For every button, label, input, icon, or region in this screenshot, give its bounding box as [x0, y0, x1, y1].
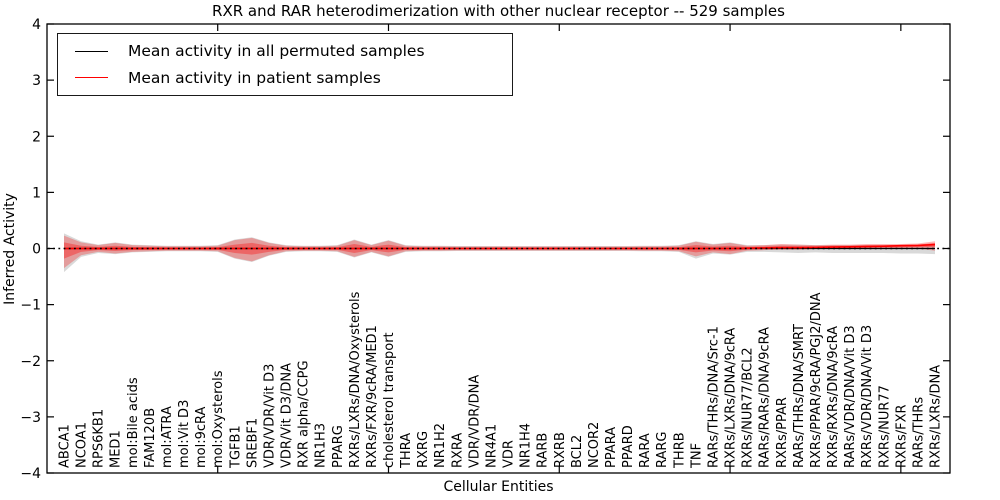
y-tick-label: 2: [32, 129, 41, 145]
y-tick-label: 3: [32, 73, 41, 89]
x-category-label: VDR: [502, 440, 517, 468]
x-category-label: NCOA1: [75, 422, 90, 468]
x-category-label: RARs/THRs: [911, 397, 926, 468]
x-category-label: NR1H3: [314, 423, 329, 468]
x-category-label: MED1: [109, 430, 124, 468]
x-category-label: NR1H2: [433, 423, 448, 468]
y-axis-title: Inferred Activity: [2, 193, 18, 305]
x-category-label: mol:Bile acids: [126, 377, 141, 468]
x-category-label: NCOR2: [587, 422, 602, 468]
x-category-label: NR4A1: [484, 424, 499, 468]
x-category-label: ABCA1: [58, 424, 73, 468]
x-category-label: THRB: [672, 432, 687, 469]
x-category-label: RXR alpha/CCPG: [297, 360, 312, 468]
x-category-label: PPARA: [604, 427, 619, 468]
x-category-label: TGFB1: [228, 425, 243, 469]
y-tick-label: 1: [32, 185, 41, 201]
y-tick-label: −2: [20, 354, 41, 370]
x-category-label: RXRs/PPAR/9cRA/PGJ2/DNA: [809, 292, 824, 468]
x-category-label: RARs/RARs/DNA/9cRA: [758, 327, 773, 468]
permuted-samples-range-band: [64, 233, 935, 273]
legend-entry-permuted: Mean activity in all permuted samples: [58, 42, 512, 60]
black-line-swatch: [75, 50, 108, 52]
x-category-label: RARs/VDR/DNA/Vit D3: [843, 325, 858, 468]
legend-label: Mean activity in all permuted samples: [128, 42, 425, 61]
legend-entry-patient: Mean activity in patient samples: [58, 69, 512, 87]
x-category-label: RXRs/NUR77: [877, 385, 892, 468]
x-category-label: TNF: [689, 443, 704, 469]
x-category-label: RXRs/FXR: [894, 404, 909, 468]
x-category-label: RXRs/LXRs/DNA/Oxysterols: [348, 291, 363, 468]
y-tick-label: −4: [20, 466, 41, 482]
x-category-label: RPS6KB1: [92, 409, 107, 468]
x-category-label: RXRs/LXRs/DNA/9cRA: [724, 328, 739, 468]
x-category-label: RXRs/PPAR: [775, 397, 790, 468]
legend-box: Mean activity in all permuted samples Me…: [57, 33, 513, 96]
y-tick-label: −1: [20, 298, 41, 314]
legend-label: Mean activity in patient samples: [128, 68, 381, 87]
patient-samples-range-inner-band: [64, 242, 935, 259]
x-category-label: mol:Vit D3: [177, 400, 192, 468]
x-category-label: RARs/THRs/DNA/SMRT: [792, 324, 807, 468]
x-category-label: THRA: [399, 433, 414, 469]
x-category-label: RXRA: [450, 433, 465, 468]
x-category-label: VDR/VDR/Vit D3: [262, 364, 277, 468]
x-category-label: VDR/Vit D3/DNA: [280, 363, 295, 468]
y-tick-label: 0: [32, 242, 41, 258]
x-category-label: PPARD: [621, 425, 636, 468]
x-category-label: mol:ATRA: [160, 406, 175, 468]
x-category-label: mol:Oxysterols: [211, 370, 226, 468]
chart-title: RXR and RAR heterodimerization with othe…: [212, 2, 785, 20]
patient-samples-range-outer-band: [64, 235, 935, 269]
y-tick-label: −3: [20, 410, 41, 426]
x-category-label: RARA: [638, 433, 653, 468]
x-category-label: PPARG: [331, 425, 346, 468]
x-category-label: RXRB: [553, 432, 568, 468]
x-axis-title: Cellular Entities: [443, 479, 554, 495]
x-category-label: cholesterol transport: [382, 332, 397, 468]
x-category-label: RARs/THRs/DNA/Src-1: [706, 326, 721, 468]
x-category-label: mol:9cRA: [194, 406, 209, 468]
x-category-label: RXRs/RXRs/DNA/9cRA: [826, 326, 841, 468]
x-category-label: RXRs/LXRs/DNA: [929, 365, 944, 468]
x-category-label: VDR/VDR/DNA: [467, 375, 482, 468]
x-category-label: BCL2: [570, 435, 585, 468]
x-category-label: RARG: [655, 431, 670, 468]
x-category-label: NR1H4: [519, 423, 534, 468]
y-tick-label: 4: [32, 17, 41, 33]
x-category-label: FAM120B: [143, 408, 158, 468]
x-category-label: RARB: [536, 433, 551, 468]
red-line-swatch: [75, 77, 108, 79]
mean-activity-in-patient-samples-line: [64, 243, 936, 250]
x-category-label: SREBF1: [245, 418, 260, 468]
x-category-label: RXRs/NUR77/BCL2: [741, 347, 756, 468]
x-category-label: RXRs/VDR/DNA/Vit D3: [860, 325, 875, 468]
x-category-label: RXRG: [416, 431, 431, 468]
x-category-label: RXRs/FXR/9cRA/MED1: [365, 325, 380, 468]
